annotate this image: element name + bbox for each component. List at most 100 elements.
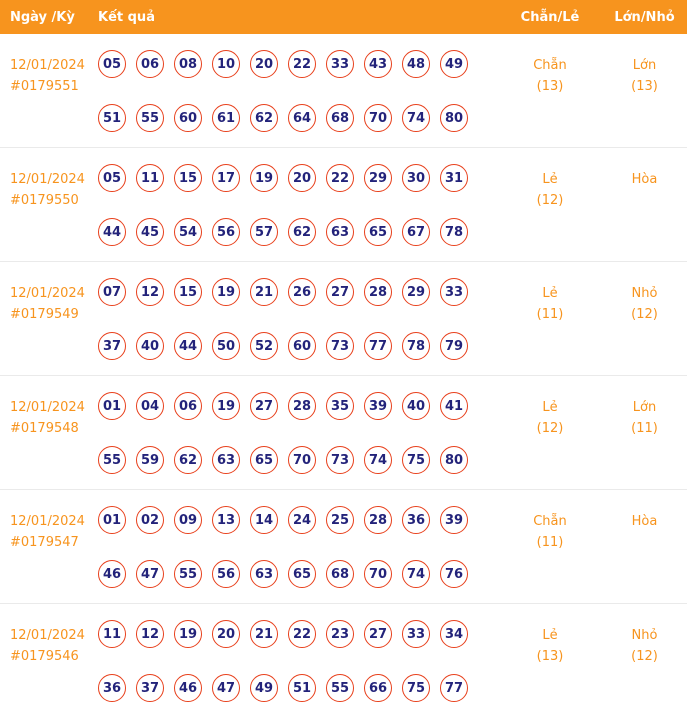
size-value: Hòa: [631, 172, 658, 187]
lottery-number-ball: 25: [326, 506, 354, 534]
col-header-date: Ngày /Kỳ: [10, 9, 75, 25]
size-count: (13): [631, 79, 658, 94]
lottery-number-ball: 63: [212, 446, 240, 474]
lottery-number-ball: 68: [326, 560, 354, 588]
lottery-number-ball: 70: [364, 560, 392, 588]
size-value: Lớn: [632, 58, 657, 73]
draw-period: #0179548: [10, 421, 79, 436]
lottery-number-ball: 55: [98, 446, 126, 474]
lottery-number-ball: 39: [364, 392, 392, 420]
numbers-line-1: 05 06 08 10 20 22 33 43 48 49: [98, 50, 498, 78]
numbers-line-2: 37 40 44 50 52 60 73 77 78 79: [98, 332, 498, 360]
col-header-result: Kết quả: [98, 9, 155, 25]
lottery-number-ball: 04: [136, 392, 164, 420]
lottery-number-ball: 70: [288, 446, 316, 474]
lottery-number-ball: 74: [402, 560, 430, 588]
lottery-number-ball: 67: [402, 218, 430, 246]
numbers-line-1: 01 02 09 13 14 24 25 28 36 39: [98, 506, 498, 534]
draw-date: 12/01/2024: [10, 58, 85, 73]
numbers-line-2: 36 37 46 47 49 51 55 66 75 77: [98, 674, 498, 702]
lottery-number-ball: 77: [440, 674, 468, 702]
lottery-number-ball: 74: [364, 446, 392, 474]
numbers-line-2: 55 59 62 63 65 70 73 74 75 80: [98, 446, 498, 474]
lottery-number-ball: 37: [98, 332, 126, 360]
lottery-number-ball: 05: [98, 164, 126, 192]
lottery-number-ball: 26: [288, 278, 316, 306]
table-header: Ngày /Kỳ Kết quả Chẵn/Lẻ Lớn/Nhỏ: [0, 0, 687, 34]
lottery-number-ball: 76: [440, 560, 468, 588]
parity-value: Lẻ: [542, 400, 558, 415]
numbers-line-1: 05 11 15 17 19 20 22 29 30 31: [98, 164, 498, 192]
lottery-number-ball: 65: [288, 560, 316, 588]
lottery-number-ball: 62: [174, 446, 202, 474]
lottery-number-ball: 56: [212, 218, 240, 246]
lottery-number-ball: 61: [212, 104, 240, 132]
lottery-number-ball: 02: [136, 506, 164, 534]
draw-date: 12/01/2024: [10, 628, 85, 643]
lottery-number-ball: 21: [250, 620, 278, 648]
lottery-number-ball: 15: [174, 278, 202, 306]
lottery-number-ball: 40: [402, 392, 430, 420]
lottery-number-ball: 30: [402, 164, 430, 192]
lottery-number-ball: 37: [136, 674, 164, 702]
lottery-number-ball: 50: [212, 332, 240, 360]
lottery-number-ball: 28: [364, 506, 392, 534]
col-header-parity: Chẵn/Lẻ: [520, 9, 580, 25]
lottery-number-ball: 23: [326, 620, 354, 648]
lottery-number-ball: 36: [98, 674, 126, 702]
lottery-number-ball: 55: [136, 104, 164, 132]
lottery-number-ball: 57: [250, 218, 278, 246]
parity-count: (11): [536, 307, 564, 322]
col-header-size: Lớn/Nhỏ: [614, 9, 675, 25]
lottery-number-ball: 46: [98, 560, 126, 588]
numbers-line-1: 01 04 06 19 27 28 35 39 40 41: [98, 392, 498, 420]
lottery-number-ball: 75: [402, 674, 430, 702]
lottery-number-ball: 27: [364, 620, 392, 648]
lottery-number-ball: 80: [440, 446, 468, 474]
lottery-number-ball: 48: [402, 50, 430, 78]
lottery-number-ball: 10: [212, 50, 240, 78]
lottery-number-ball: 19: [212, 278, 240, 306]
lottery-number-ball: 33: [326, 50, 354, 78]
lottery-number-ball: 27: [250, 392, 278, 420]
lottery-number-ball: 36: [402, 506, 430, 534]
lottery-number-ball: 19: [212, 392, 240, 420]
lottery-number-ball: 62: [250, 104, 278, 132]
lottery-number-ball: 40: [136, 332, 164, 360]
lottery-number-ball: 49: [250, 674, 278, 702]
lottery-number-ball: 60: [288, 332, 316, 360]
lottery-number-ball: 59: [136, 446, 164, 474]
lottery-number-ball: 66: [364, 674, 392, 702]
lottery-number-ball: 74: [402, 104, 430, 132]
parity-value: Lẻ: [542, 172, 558, 187]
lottery-number-ball: 14: [250, 506, 278, 534]
lottery-number-ball: 22: [288, 50, 316, 78]
lottery-number-ball: 07: [98, 278, 126, 306]
lottery-number-ball: 28: [364, 278, 392, 306]
lottery-number-ball: 70: [364, 104, 392, 132]
lottery-number-ball: 20: [250, 50, 278, 78]
parity-count: (13): [536, 649, 564, 664]
lottery-number-ball: 21: [250, 278, 278, 306]
lottery-number-ball: 63: [250, 560, 278, 588]
parity-count: (13): [536, 79, 564, 94]
lottery-number-ball: 47: [212, 674, 240, 702]
size-value: Nhỏ: [631, 628, 658, 643]
lottery-number-ball: 09: [174, 506, 202, 534]
size-count: (12): [631, 649, 658, 664]
draw-period: #0179551: [10, 79, 79, 94]
lottery-number-ball: 24: [288, 506, 316, 534]
lottery-number-ball: 11: [136, 164, 164, 192]
lottery-number-ball: 33: [402, 620, 430, 648]
lottery-number-ball: 54: [174, 218, 202, 246]
lottery-number-ball: 22: [288, 620, 316, 648]
lottery-number-ball: 51: [98, 104, 126, 132]
lottery-number-ball: 39: [440, 506, 468, 534]
parity-value: Lẻ: [542, 628, 558, 643]
lottery-number-ball: 80: [440, 104, 468, 132]
lottery-number-ball: 19: [174, 620, 202, 648]
lottery-number-ball: 65: [364, 218, 392, 246]
lottery-number-ball: 05: [98, 50, 126, 78]
lottery-number-ball: 19: [250, 164, 278, 192]
